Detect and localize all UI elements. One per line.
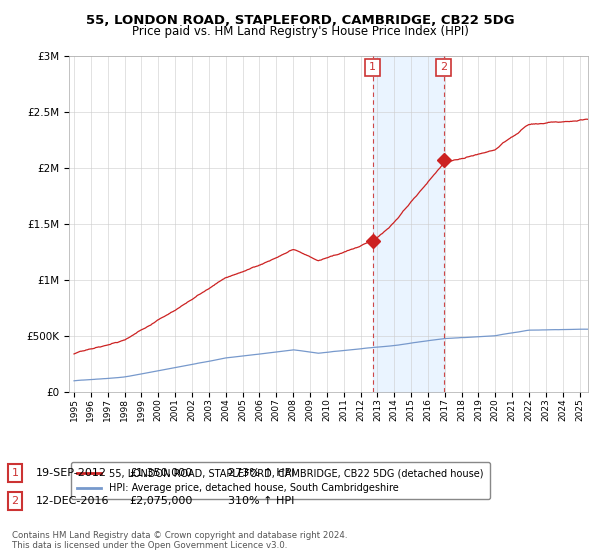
Text: 310% ↑ HPI: 310% ↑ HPI xyxy=(228,496,295,506)
Text: 273% ↑ HPI: 273% ↑ HPI xyxy=(228,468,295,478)
Text: Contains HM Land Registry data © Crown copyright and database right 2024.
This d: Contains HM Land Registry data © Crown c… xyxy=(12,531,347,550)
Text: 19-SEP-2012: 19-SEP-2012 xyxy=(36,468,107,478)
Text: Price paid vs. HM Land Registry's House Price Index (HPI): Price paid vs. HM Land Registry's House … xyxy=(131,25,469,38)
Text: 55, LONDON ROAD, STAPLEFORD, CAMBRIDGE, CB22 5DG: 55, LONDON ROAD, STAPLEFORD, CAMBRIDGE, … xyxy=(86,14,514,27)
Text: 2: 2 xyxy=(11,496,19,506)
Text: £1,350,000: £1,350,000 xyxy=(129,468,192,478)
Text: 1: 1 xyxy=(11,468,19,478)
Text: £2,075,000: £2,075,000 xyxy=(129,496,193,506)
Text: 1: 1 xyxy=(369,62,376,72)
Legend: 55, LONDON ROAD, STAPLEFORD, CAMBRIDGE, CB22 5DG (detached house), HPI: Average : 55, LONDON ROAD, STAPLEFORD, CAMBRIDGE, … xyxy=(71,463,490,499)
Text: 12-DEC-2016: 12-DEC-2016 xyxy=(36,496,110,506)
Text: 2: 2 xyxy=(440,62,448,72)
